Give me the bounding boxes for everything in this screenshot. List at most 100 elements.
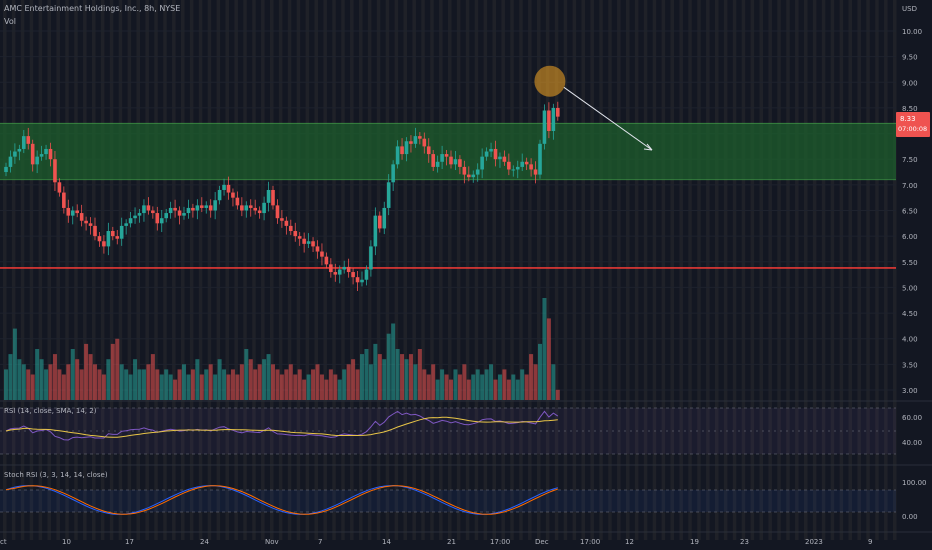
candle-body — [502, 156, 507, 162]
session-stripe — [545, 0, 550, 540]
rsi-label: RSI (14, close, SMA, 14, 2) — [4, 407, 97, 415]
candle-body — [244, 205, 249, 211]
volume-bar — [377, 354, 382, 400]
session-stripe — [136, 0, 140, 540]
session-stripe — [519, 0, 523, 540]
volume-bar — [506, 379, 511, 400]
candle-body — [8, 156, 13, 167]
session-stripe — [278, 0, 283, 540]
candle-body — [17, 148, 22, 152]
candle-body — [266, 189, 271, 203]
volume-bar — [524, 374, 529, 400]
session-stripe — [20, 0, 25, 540]
session-stripe — [216, 0, 221, 540]
candle-body — [444, 154, 449, 157]
volume-bar — [97, 369, 102, 400]
session-stripe — [866, 0, 870, 540]
time-tick-label: Nov — [265, 538, 279, 546]
volume-bar — [26, 369, 31, 400]
rsi-band — [0, 408, 896, 454]
candle-body — [498, 156, 502, 160]
session-stripe — [359, 0, 363, 540]
session-stripe — [723, 0, 728, 540]
session-stripe — [83, 0, 87, 540]
volume-bar — [168, 374, 173, 400]
candle-body — [435, 161, 440, 167]
candle-body — [556, 107, 560, 117]
time-axis: ct 10 17 24 Nov 7 14 21 17:00 Dec 17:00 12 19 23 2023 9 — [0, 538, 872, 546]
volume-bar — [190, 369, 195, 400]
volume-bar — [555, 389, 560, 400]
session-stripe — [750, 0, 755, 540]
session-stripe — [572, 0, 577, 540]
volume-bar — [417, 349, 422, 400]
volume-bar — [533, 364, 538, 400]
candle-body — [146, 205, 151, 211]
rsi-tick-label: 40.00 — [902, 439, 922, 447]
candle-body — [35, 156, 39, 165]
volume-bar — [319, 374, 324, 400]
candle-body — [306, 241, 311, 244]
session-stripe — [537, 0, 541, 540]
candle-body — [191, 207, 195, 211]
session-stripe — [11, 0, 16, 540]
candle-body — [62, 192, 66, 208]
session-stripe — [207, 0, 212, 540]
candle-body — [342, 266, 346, 270]
volume-bar — [306, 374, 311, 400]
volume-bar — [466, 379, 471, 400]
candle-body — [208, 205, 213, 211]
candle-body — [248, 205, 253, 208]
candle-body — [226, 184, 231, 193]
rsi-ma-line — [5, 416, 558, 438]
candle-body — [222, 184, 226, 190]
candle-body — [271, 189, 275, 206]
candle-body — [360, 279, 364, 283]
volume-bar — [279, 374, 284, 400]
candle-body — [128, 218, 133, 224]
price-tick-label: 8.50 — [902, 105, 918, 113]
candle-body — [458, 159, 462, 167]
candle-body — [142, 205, 146, 214]
candle-body — [182, 213, 186, 216]
session-stripe — [554, 0, 559, 540]
candle-body — [404, 141, 409, 155]
session-stripe — [118, 0, 123, 540]
candle-body — [293, 231, 298, 237]
volume-bar — [444, 374, 449, 400]
session-stripe — [47, 0, 51, 540]
volume-bar — [61, 374, 66, 400]
candle-body — [297, 236, 302, 239]
volume-bar — [368, 364, 373, 400]
drawing-overlays — [534, 65, 653, 151]
candle-body — [257, 210, 262, 214]
volume-bar — [208, 364, 213, 400]
session-stripe — [528, 0, 532, 540]
volume-bar — [426, 374, 431, 400]
candle-body — [164, 213, 168, 219]
candle-body — [515, 166, 520, 170]
session-stripe — [599, 0, 603, 540]
volume-bar — [395, 349, 400, 400]
session-stripe — [439, 0, 443, 540]
price-tick-label: 4.50 — [902, 310, 918, 318]
time-tick-label: 12 — [625, 538, 634, 546]
volume-bar — [275, 369, 280, 400]
session-stripe — [29, 0, 34, 540]
session-stripe — [252, 0, 256, 540]
volume-bar — [404, 359, 409, 400]
candle-body — [542, 110, 547, 144]
candle-body — [449, 156, 453, 165]
session-stripe — [341, 0, 345, 540]
session-stripe — [332, 0, 336, 540]
session-stripe — [421, 0, 425, 540]
volume-bar — [284, 369, 289, 400]
candle-body — [551, 107, 556, 132]
volume-bar — [119, 364, 124, 400]
time-tick-label: 17:00 — [580, 538, 600, 546]
volume-bar — [262, 359, 267, 400]
candle-body — [4, 166, 8, 173]
volume-bar — [222, 369, 227, 400]
session-stripe — [652, 0, 657, 540]
